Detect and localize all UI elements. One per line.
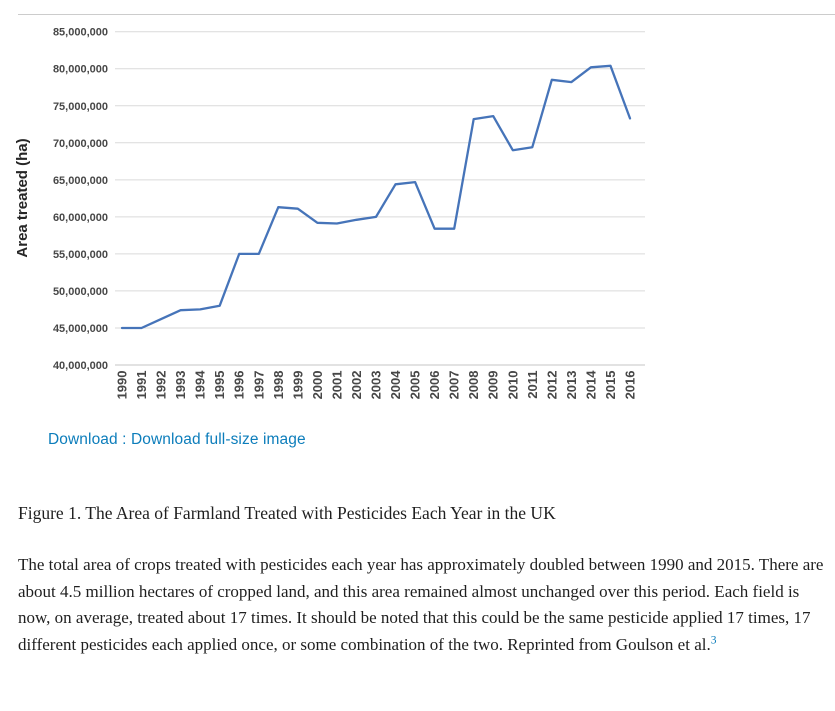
x-tick-label: 1997 bbox=[251, 371, 266, 400]
x-tick-label: 2009 bbox=[486, 371, 501, 400]
figure-caption-body: The total area of crops treated with pes… bbox=[18, 552, 824, 658]
x-tick-label: 1999 bbox=[290, 371, 305, 400]
y-tick-label: 85,000,000 bbox=[53, 27, 108, 39]
y-tick-label: 50,000,000 bbox=[53, 286, 108, 298]
figure-caption-text: The total area of crops treated with pes… bbox=[18, 555, 824, 654]
y-tick-label: 60,000,000 bbox=[53, 212, 108, 224]
y-tick-label: 80,000,000 bbox=[53, 64, 108, 76]
x-tick-label: 2015 bbox=[603, 371, 618, 400]
x-tick-label: 1992 bbox=[154, 371, 169, 400]
x-tick-label: 1991 bbox=[134, 371, 149, 400]
pesticide-area-line-chart: 85,000,000 80,000,000 75,000,000 70,000,000… bbox=[14, 27, 645, 400]
y-tick-label: 40,000,000 bbox=[53, 360, 108, 372]
x-tick-label: 2014 bbox=[583, 370, 598, 400]
y-tick-label: 45,000,000 bbox=[53, 323, 108, 335]
download-link[interactable]: Download bbox=[48, 431, 118, 448]
y-tick-label: 70,000,000 bbox=[53, 138, 108, 150]
x-tick-label: 2006 bbox=[427, 371, 442, 400]
y-tick-label: 75,000,000 bbox=[53, 101, 108, 113]
x-tick-label: 2016 bbox=[623, 371, 638, 400]
download-full-size-link[interactable]: Download full-size image bbox=[130, 431, 306, 448]
y-tick-label: 65,000,000 bbox=[53, 175, 108, 187]
x-tick-label: 2000 bbox=[310, 371, 325, 400]
area-treated-series-line bbox=[120, 64, 632, 330]
x-tick-label: 2007 bbox=[447, 371, 462, 400]
x-tick-label: 2004 bbox=[388, 370, 403, 400]
x-tick-label: 1990 bbox=[115, 371, 130, 400]
x-tick-label: 1995 bbox=[212, 371, 227, 400]
x-tick-label: 1996 bbox=[232, 371, 247, 400]
y-tick-label: 55,000,000 bbox=[53, 249, 108, 261]
x-tick-label: 2012 bbox=[544, 371, 559, 400]
figure-download-bar: Download : Download full-size image bbox=[48, 431, 306, 449]
download-separator: : bbox=[117, 431, 131, 448]
x-tick-label: 1993 bbox=[173, 371, 188, 400]
x-tick-label: 2002 bbox=[349, 371, 364, 400]
x-tick-label: 2008 bbox=[466, 371, 481, 400]
x-tick-label: 2013 bbox=[564, 371, 579, 400]
figure-caption-title: Figure 1. The Area of Farmland Treated w… bbox=[18, 503, 556, 523]
y-axis-title: Area treated (ha) bbox=[14, 138, 31, 257]
section-divider bbox=[18, 14, 835, 15]
x-tick-label: 1998 bbox=[271, 371, 286, 400]
x-tick-label: 2005 bbox=[408, 371, 423, 400]
x-tick-label: 2011 bbox=[525, 371, 540, 399]
x-tick-label: 2010 bbox=[505, 371, 520, 400]
reference-citation-link[interactable]: 3 bbox=[710, 633, 717, 646]
x-tick-label: 2003 bbox=[369, 371, 384, 400]
x-tick-label: 2001 bbox=[329, 371, 344, 400]
x-tick-label: 1994 bbox=[193, 370, 208, 400]
